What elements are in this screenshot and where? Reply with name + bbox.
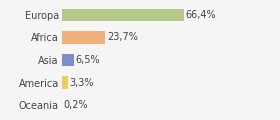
Text: 66,4%: 66,4%: [186, 10, 216, 20]
Bar: [62, 31, 105, 44]
Bar: [62, 54, 74, 66]
Text: 0,2%: 0,2%: [64, 100, 88, 110]
Bar: [62, 9, 184, 21]
Text: 3,3%: 3,3%: [69, 78, 94, 87]
Bar: [62, 76, 68, 89]
Text: 23,7%: 23,7%: [107, 33, 138, 42]
Text: 6,5%: 6,5%: [75, 55, 100, 65]
